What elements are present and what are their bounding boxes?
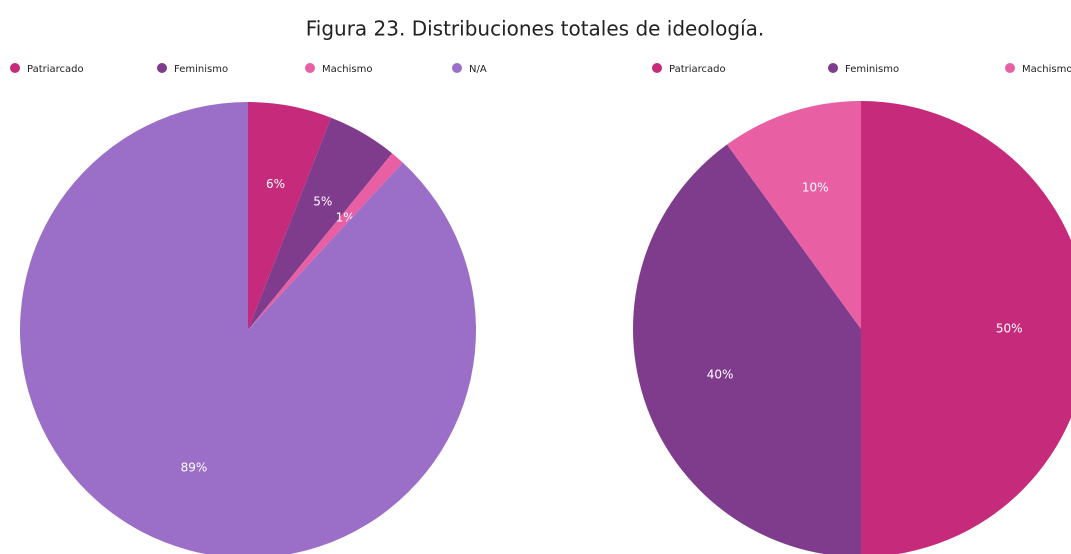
legend-swatch (10, 63, 20, 73)
slice-label: 40% (707, 367, 734, 381)
legend-label: Machismo (1022, 64, 1071, 75)
legend-swatch (1005, 63, 1015, 73)
legend-label: Patriarcado (669, 64, 726, 75)
legend-swatch (157, 63, 167, 73)
pie-slice (633, 144, 861, 554)
slice-label: 5% (313, 195, 332, 209)
pie-slice (248, 153, 403, 330)
legend-swatch (452, 63, 462, 73)
title: Figura 23. Distribuciones totales de ide… (306, 17, 765, 41)
slice-label: 10% (802, 181, 829, 195)
slice-label: 89% (181, 460, 208, 474)
pie-slice (861, 101, 1071, 554)
slice-label: 50% (996, 322, 1023, 336)
pie-slice (248, 117, 393, 330)
slice-label: 6% (266, 177, 285, 191)
legend-swatch (305, 63, 315, 73)
legend-label: Feminismo (174, 64, 228, 75)
legend-label: Machismo (322, 64, 372, 75)
legend-label: Feminismo (845, 64, 899, 75)
legend-label: N/A (469, 64, 487, 75)
pie-slice (20, 102, 476, 554)
pie-slice (726, 101, 861, 329)
legend-label: Patriarcado (27, 64, 84, 75)
pie-slice (248, 102, 332, 330)
legend-swatch (828, 63, 838, 73)
legend-swatch (652, 63, 662, 73)
